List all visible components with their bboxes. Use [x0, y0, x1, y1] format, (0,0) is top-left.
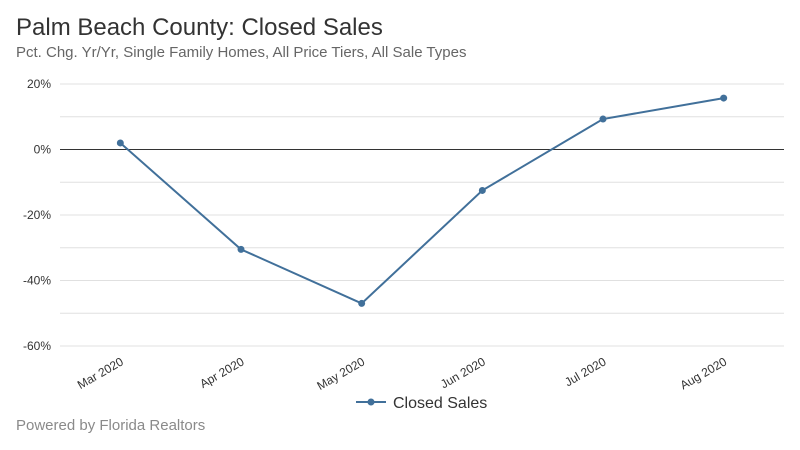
y-axis-ticks: 20% 0% -20% -40% -60% [23, 77, 51, 353]
y-tick-label: -20% [23, 208, 51, 222]
data-point[interactable] [116, 139, 124, 147]
x-axis-ticks: Mar 2020 Apr 2020 May 2020 Jun 2020 Jul 2020… [75, 354, 730, 393]
series-closed-sales [116, 94, 728, 307]
legend[interactable]: Closed Sales [356, 395, 487, 412]
x-tick-label: May 2020 [315, 354, 368, 393]
y-tick-label: -60% [23, 339, 51, 353]
legend-marker-dot [367, 398, 375, 406]
data-point[interactable] [599, 115, 607, 123]
y-tick-label: 0% [34, 143, 52, 157]
data-point[interactable] [237, 245, 245, 253]
grid-lines [60, 83, 784, 347]
powered-by-credit[interactable]: Powered by Florida Realtors [16, 417, 206, 434]
legend-label: Closed Sales [393, 395, 487, 412]
x-tick-label: Aug 2020 [678, 354, 730, 392]
x-tick-label: Jul 2020 [562, 354, 609, 389]
data-point[interactable] [478, 186, 486, 194]
x-tick-label: Apr 2020 [197, 354, 246, 391]
x-tick-label: Mar 2020 [75, 354, 126, 392]
data-point[interactable] [720, 94, 728, 102]
chart-title: Palm Beach County: Closed Sales [16, 14, 383, 41]
y-tick-label: 20% [27, 77, 51, 91]
series-line [119, 97, 724, 305]
data-point[interactable] [358, 299, 366, 307]
x-tick-label: Jun 2020 [438, 354, 488, 391]
y-tick-label: -40% [23, 274, 51, 288]
chart-subtitle: Pct. Chg. Yr/Yr, Single Family Homes, Al… [16, 44, 467, 61]
